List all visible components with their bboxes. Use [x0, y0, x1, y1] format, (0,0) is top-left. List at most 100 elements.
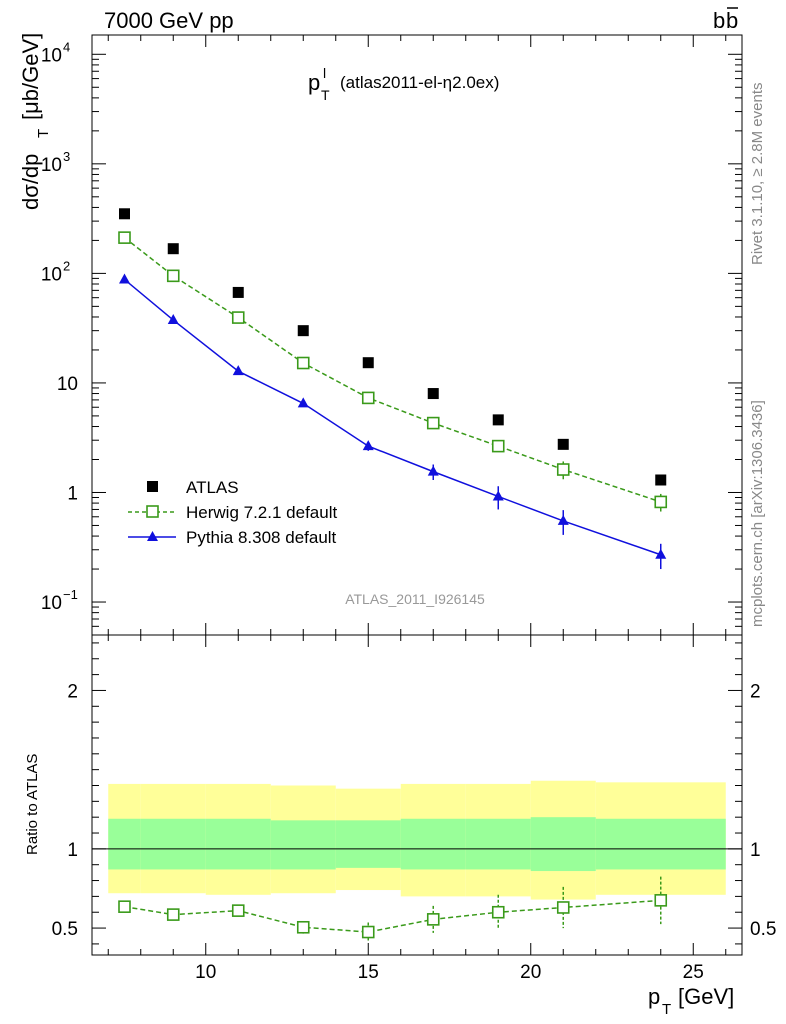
- y-tick-label-exp: 4: [63, 39, 70, 54]
- xlabel-sub: T: [662, 1001, 671, 1018]
- atlas-point: [492, 414, 504, 426]
- y-tick-label-exp: 3: [63, 149, 70, 164]
- ratio-y-tick-label: 2: [67, 681, 78, 702]
- band-inner-1: [140, 818, 206, 870]
- band-inner-0: [108, 818, 141, 870]
- herwig-ratio-point: [231, 904, 245, 917]
- pythia-point: [232, 365, 244, 376]
- rivet-label: Rivet 3.1.10, ≥ 2.8M events: [749, 83, 766, 266]
- herwig-ratio-point: [491, 905, 505, 919]
- atlas-point: [655, 474, 667, 486]
- legend: ATLAS Herwig 7.2.1 default Pythia 8.308 …: [128, 478, 337, 547]
- plot-title: p l T (atlas2011-el-η2.0ex): [308, 65, 499, 103]
- band-inner-8: [595, 818, 726, 870]
- x-tick-label: 15: [358, 962, 379, 983]
- herwig-point: [361, 391, 375, 405]
- y-tick-label-exp: −1: [63, 587, 78, 602]
- atlas-point: [297, 325, 309, 337]
- xlabel-unit: [GeV]: [678, 984, 734, 1009]
- main-ylabel-unit: [μb/GeV]: [18, 33, 43, 120]
- band-inner-2: [205, 818, 271, 870]
- band-inner-4: [335, 820, 401, 868]
- band-inner-7: [530, 817, 596, 872]
- herwig-line: [124, 237, 661, 503]
- band-inner-3: [270, 820, 336, 870]
- pythia-point: [427, 465, 439, 476]
- herwig-point: [231, 311, 245, 324]
- herwig-point: [166, 269, 180, 283]
- pythia-point: [297, 397, 309, 408]
- ratio-panel-frame: [91, 634, 743, 956]
- legend-label-herwig: Herwig 7.2.1 default: [186, 503, 337, 522]
- x-tick-label: 20: [520, 962, 541, 983]
- herwig-ratio-point: [361, 925, 375, 939]
- ratio-y-tick-label-right: 1: [750, 840, 761, 861]
- legend-marker-herwig: [128, 505, 176, 518]
- herwig-point: [491, 439, 505, 453]
- x-tick-label: 10: [195, 962, 216, 983]
- herwig-ratio-point: [556, 901, 570, 914]
- xlabel-main: p: [648, 984, 660, 1009]
- header-right-bar: b: [726, 8, 738, 33]
- header-right: b b: [713, 7, 738, 33]
- main-ylabel-sub: T: [35, 129, 52, 138]
- band-inner-6: [465, 818, 531, 870]
- pythia-point: [119, 273, 130, 284]
- pythia-point: [362, 440, 374, 451]
- atlas-point: [119, 208, 130, 220]
- data-series: [118, 208, 668, 942]
- plot-title-sup: l: [323, 65, 326, 81]
- plot-title-rest: (atlas2011-el-η2.0ex): [340, 73, 499, 92]
- herwig-ratio-point: [166, 908, 180, 921]
- y-tick-label: 10: [41, 593, 62, 614]
- atlas-point: [232, 286, 244, 298]
- plot-title-main: p: [308, 70, 320, 95]
- herwig-ratio-point: [118, 900, 131, 913]
- y-tick-label: 1: [67, 483, 78, 504]
- ratio-ylabel: Ratio to ATLAS: [24, 754, 41, 855]
- pythia-point: [655, 548, 667, 559]
- atlas-point: [167, 243, 179, 255]
- herwig-ratio-line: [124, 899, 661, 933]
- header-right-main: b: [713, 8, 725, 33]
- y-tick-label: 10: [57, 374, 78, 395]
- header-left: 7000 GeV pp: [104, 8, 234, 33]
- legend-marker-atlas: [147, 481, 158, 492]
- atlas-point: [557, 438, 569, 450]
- y-tick-label: 10: [41, 45, 62, 66]
- ratio-y-tick-label: 1: [67, 840, 78, 861]
- ratio-y-tick-label-right: 2: [750, 681, 761, 702]
- herwig-ratio-point: [426, 913, 440, 926]
- x-tick-label: 25: [683, 962, 704, 983]
- atlas-point: [427, 388, 439, 400]
- mcplots-label: mcplots.cern.ch [arXiv:1306.3436]: [749, 400, 766, 627]
- y-tick-label-exp: 2: [63, 258, 70, 273]
- herwig-point: [296, 356, 310, 370]
- pythia-point: [557, 514, 569, 525]
- legend-marker-pythia: [128, 531, 176, 541]
- legend-label-pythia: Pythia 8.308 default: [186, 528, 337, 547]
- main-ylabel-main: dσ/dp: [18, 154, 43, 210]
- main-ylabel: dσ/dp T [μb/GeV]: [18, 33, 52, 210]
- y-tick-label: 10: [41, 264, 62, 285]
- band-inner-5: [400, 818, 466, 870]
- analysis-watermark: ATLAS_2011_I926145: [345, 591, 485, 607]
- ratio-bands: [92, 780, 742, 900]
- pythia-point: [167, 314, 179, 325]
- pythia-point: [492, 490, 504, 501]
- plot-title-sub: T: [321, 87, 330, 103]
- ratio-y-tick-label: 0.5: [52, 919, 78, 940]
- legend-label-atlas: ATLAS: [186, 478, 239, 497]
- herwig-point: [556, 463, 570, 476]
- herwig-ratio-point: [296, 920, 310, 934]
- herwig-point: [118, 231, 131, 244]
- herwig-point: [426, 416, 440, 430]
- atlas-point: [362, 357, 374, 369]
- ratio-y-tick-label-right: 0.5: [750, 919, 776, 940]
- herwig-point: [654, 495, 668, 509]
- y-tick-label: 10: [41, 155, 62, 176]
- xlabel: p T [GeV]: [648, 984, 734, 1018]
- herwig-ratio-point: [654, 894, 668, 907]
